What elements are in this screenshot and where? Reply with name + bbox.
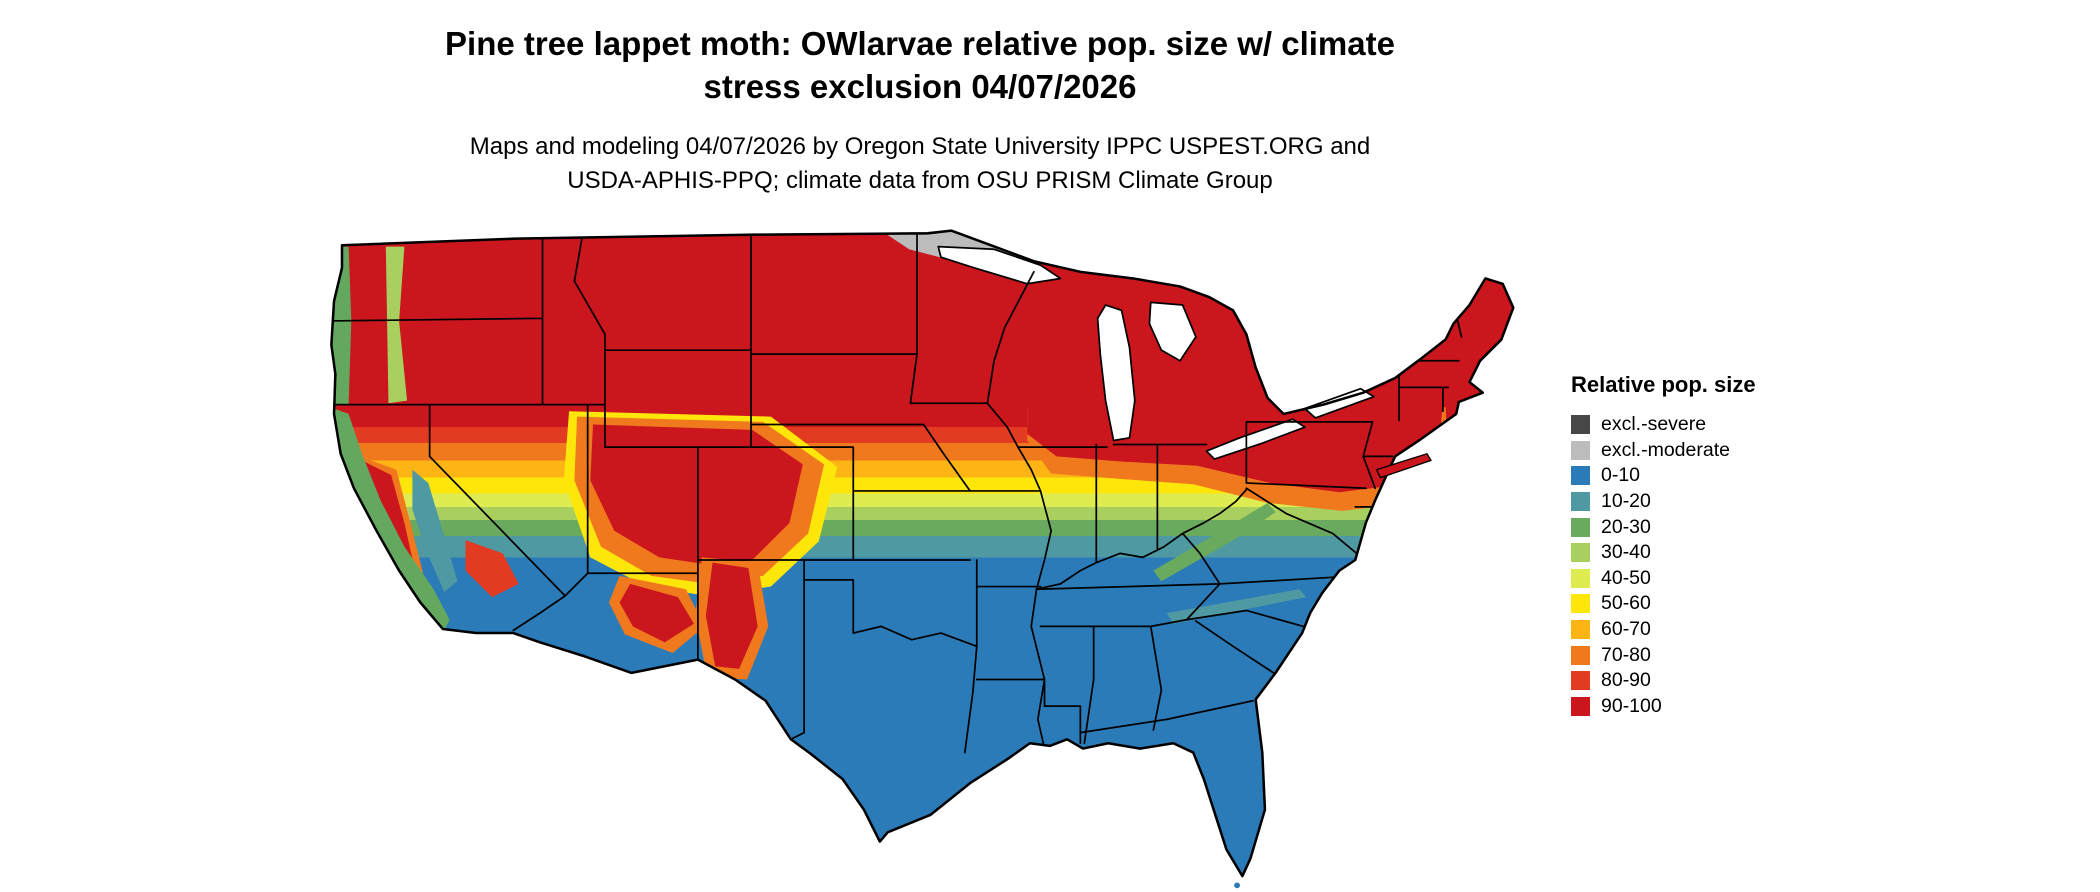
page-subtitle-line1: Maps and modeling 04/07/2026 by Oregon S… <box>469 133 1371 160</box>
az-red-core <box>619 583 694 643</box>
legend-item-label: 0-10 <box>1601 464 1641 487</box>
appalachian-green-streak <box>1153 502 1276 582</box>
arizona-overlay <box>608 575 705 653</box>
state-borders <box>331 233 1463 754</box>
legend-item: excl.-moderate <box>1571 438 1871 464</box>
legend-color-swatch <box>1571 466 1590 486</box>
legend-color-swatch <box>1571 645 1590 665</box>
legend-item-label: 90-100 <box>1601 694 1662 717</box>
legend-color-swatch <box>1571 517 1590 537</box>
legend-item: 0-10 <box>1571 463 1871 489</box>
legend-color-swatch <box>1571 568 1590 588</box>
legend-item: 10-20 <box>1571 489 1871 515</box>
page-subtitle-line2: USDA-APHIS-PPQ; climate data from OSU PR… <box>567 167 1273 194</box>
map-legend: Relative pop. size excl.-severe excl.-mo… <box>1571 372 1871 719</box>
california-overlay <box>334 408 458 634</box>
page-title-line2: stress exclusion 04/07/2026 <box>703 68 1137 105</box>
legend-item-label: 30-40 <box>1601 541 1651 564</box>
lake-ontario <box>1303 387 1375 419</box>
legend-item-label: 10-20 <box>1601 490 1651 513</box>
lake-erie <box>1205 418 1306 460</box>
rockies-red-core <box>590 424 803 566</box>
legend-color-swatch <box>1571 492 1590 512</box>
new-mexico-overlay <box>695 557 769 680</box>
legend-item: 90-100 <box>1571 694 1871 720</box>
sierra-teal-strip <box>412 469 458 592</box>
legend-item: 50-60 <box>1571 591 1871 617</box>
nm-red-core <box>705 562 758 669</box>
legend-color-swatch <box>1571 620 1590 640</box>
legend-item-label: excl.-severe <box>1601 413 1707 436</box>
legend-color-swatch <box>1571 543 1590 563</box>
lake-huron <box>1148 301 1197 362</box>
legend-color-swatch <box>1571 594 1590 614</box>
legend-item: excl.-severe <box>1571 412 1871 438</box>
legend-title: Relative pop. size <box>1571 372 1756 397</box>
legend-item-label: 70-80 <box>1601 643 1651 666</box>
legend-color-swatch <box>1571 440 1590 460</box>
legend-color-swatch <box>1571 671 1590 691</box>
legend-item-label: 40-50 <box>1601 566 1651 589</box>
title-block: Pine tree lappet moth: OWlarvae relative… <box>270 22 1570 198</box>
florida-keys-dot <box>1234 882 1240 889</box>
long-island <box>1375 452 1432 479</box>
rockies-overlay <box>563 411 838 596</box>
legend-item: 20-30 <box>1571 514 1871 540</box>
cascades-green-strip <box>385 246 408 404</box>
page-subtitle: Maps and modeling 04/07/2026 by Oregon S… <box>270 130 1570 198</box>
us-outline <box>330 229 1515 878</box>
us-population-map <box>312 228 1530 892</box>
carolina-teal-streak <box>1166 589 1307 624</box>
lake-superior <box>937 245 1062 285</box>
legend-item: 60-70 <box>1571 617 1871 643</box>
lake-michigan <box>1096 304 1136 442</box>
state-borders-layer <box>331 233 1463 754</box>
legend-item-label: 60-70 <box>1601 618 1651 641</box>
page-title-line1: Pine tree lappet moth: OWlarvae relative… <box>445 25 1395 62</box>
legend-item-label: 80-90 <box>1601 669 1651 692</box>
legend-item: 80-90 <box>1571 668 1871 694</box>
us-map-svg <box>330 229 1515 889</box>
legend-item: 70-80 <box>1571 642 1871 668</box>
legend-item-label: 20-30 <box>1601 515 1651 538</box>
great-lakes <box>937 245 1375 460</box>
legend-item-label: excl.-moderate <box>1601 438 1730 461</box>
page-title: Pine tree lappet moth: OWlarvae relative… <box>270 22 1570 108</box>
legend-item: 40-50 <box>1571 566 1871 592</box>
legend-item-label: 50-60 <box>1601 592 1651 615</box>
mojave-red-patch <box>465 540 519 598</box>
legend-color-swatch <box>1571 696 1590 716</box>
legend-color-swatch <box>1571 415 1590 435</box>
legend-item: 30-40 <box>1571 540 1871 566</box>
ca-coast-green-strip <box>334 408 450 634</box>
legend-items: excl.-severe excl.-moderate 0-10 10-20 2… <box>1571 412 1871 719</box>
